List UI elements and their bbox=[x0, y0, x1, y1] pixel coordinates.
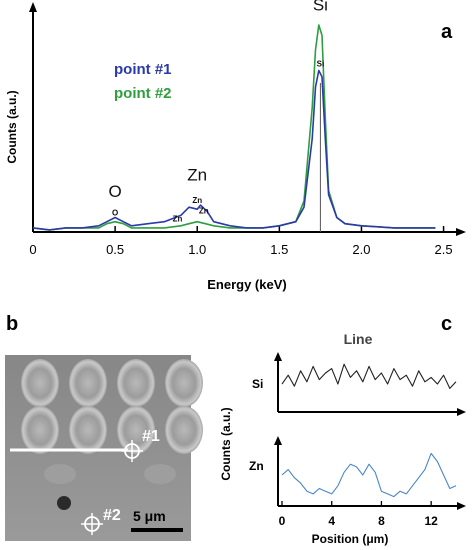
panel-a-xtick-label: 0 bbox=[29, 242, 36, 257]
sem-grain bbox=[21, 359, 59, 407]
panel-a-xlabel: Energy (keV) bbox=[207, 277, 286, 292]
panel-label-c: c bbox=[441, 313, 452, 335]
panel-a-xtick-label: 2.0 bbox=[352, 242, 370, 257]
zn-x-axis-arrow bbox=[457, 502, 466, 510]
panel-c-title: Line bbox=[344, 331, 373, 347]
label-point1: #1 bbox=[142, 428, 160, 445]
zn-label: Zn bbox=[249, 459, 264, 473]
panel-c-xtick-label: 12 bbox=[424, 514, 438, 528]
series-zn bbox=[281, 452, 457, 498]
sem-grain bbox=[117, 406, 155, 454]
panel-c-ylabel: Counts (a.u.) bbox=[219, 407, 233, 480]
panel-c-xtick-label: 8 bbox=[378, 514, 385, 528]
annotation-o: O bbox=[112, 208, 118, 217]
legend-point1: point #1 bbox=[114, 61, 172, 78]
series-si bbox=[281, 363, 457, 389]
panel-a-lines bbox=[32, 24, 436, 231]
panel-b: b #1 #2 5 μm bbox=[5, 313, 203, 541]
marker-point1 bbox=[121, 440, 143, 462]
panel-c-xtick-label: 0 bbox=[279, 514, 286, 528]
panel-a-xtick-label: 1.0 bbox=[188, 242, 206, 257]
annotation-zn: Zn bbox=[173, 215, 183, 224]
panel-c-ticks: 0 4 8 12 bbox=[279, 501, 438, 528]
si-label: Si bbox=[252, 377, 263, 391]
sem-grain bbox=[44, 464, 76, 484]
sem-grain bbox=[144, 464, 176, 484]
annotation-zn: Zn bbox=[199, 206, 209, 215]
panel-a-ticks: 0 0.5 1.0 1.5 2.0 2.5 bbox=[29, 82, 453, 257]
panel-a-x-axis-arrow bbox=[456, 228, 466, 236]
panel-label-b: b bbox=[6, 313, 18, 335]
sem-grain bbox=[165, 406, 203, 454]
zn-y-axis-arrow bbox=[274, 436, 282, 445]
scale-bar-label: 5 μm bbox=[133, 508, 166, 524]
sem-grain bbox=[69, 406, 107, 454]
sem-grain bbox=[21, 406, 59, 454]
sem-grain bbox=[69, 359, 107, 407]
series-point-2 bbox=[32, 24, 436, 231]
panel-a-y-axis-arrow bbox=[29, 2, 37, 12]
annotation-zn: Zn bbox=[187, 165, 207, 184]
legend-point2: point #2 bbox=[114, 85, 172, 102]
annotation-zn: Zn bbox=[192, 196, 202, 205]
series-point-1 bbox=[32, 69, 436, 231]
sem-grain bbox=[165, 359, 203, 407]
panel-a-xtick-label: 0.5 bbox=[106, 242, 124, 257]
marker-point2 bbox=[81, 513, 103, 535]
annotation-si: Si bbox=[317, 59, 325, 68]
panel-a-ylabel: Counts (a.u.) bbox=[5, 90, 19, 163]
panel-a-xtick-label: 2.5 bbox=[435, 242, 453, 257]
annotation-o: O bbox=[108, 182, 121, 201]
panel-c-xtick-label: 4 bbox=[328, 514, 335, 528]
si-x-axis-arrow bbox=[457, 408, 466, 416]
dark-spot bbox=[57, 496, 71, 510]
panel-c: c Line Counts (a.u.) Si Zn 0 4 8 12 Positio… bbox=[219, 313, 466, 546]
panel-a-xtick-label: 1.5 bbox=[270, 242, 288, 257]
sem-grain bbox=[117, 359, 155, 407]
annotation-si: Si bbox=[313, 0, 328, 15]
si-y-axis-arrow bbox=[274, 352, 282, 361]
sem-grains bbox=[21, 359, 203, 484]
label-point2: #2 bbox=[103, 507, 121, 524]
panel-c-xlabel: Position (μm) bbox=[312, 532, 389, 546]
panel-label-a: a bbox=[441, 21, 453, 43]
panel-c-lines bbox=[281, 363, 457, 498]
